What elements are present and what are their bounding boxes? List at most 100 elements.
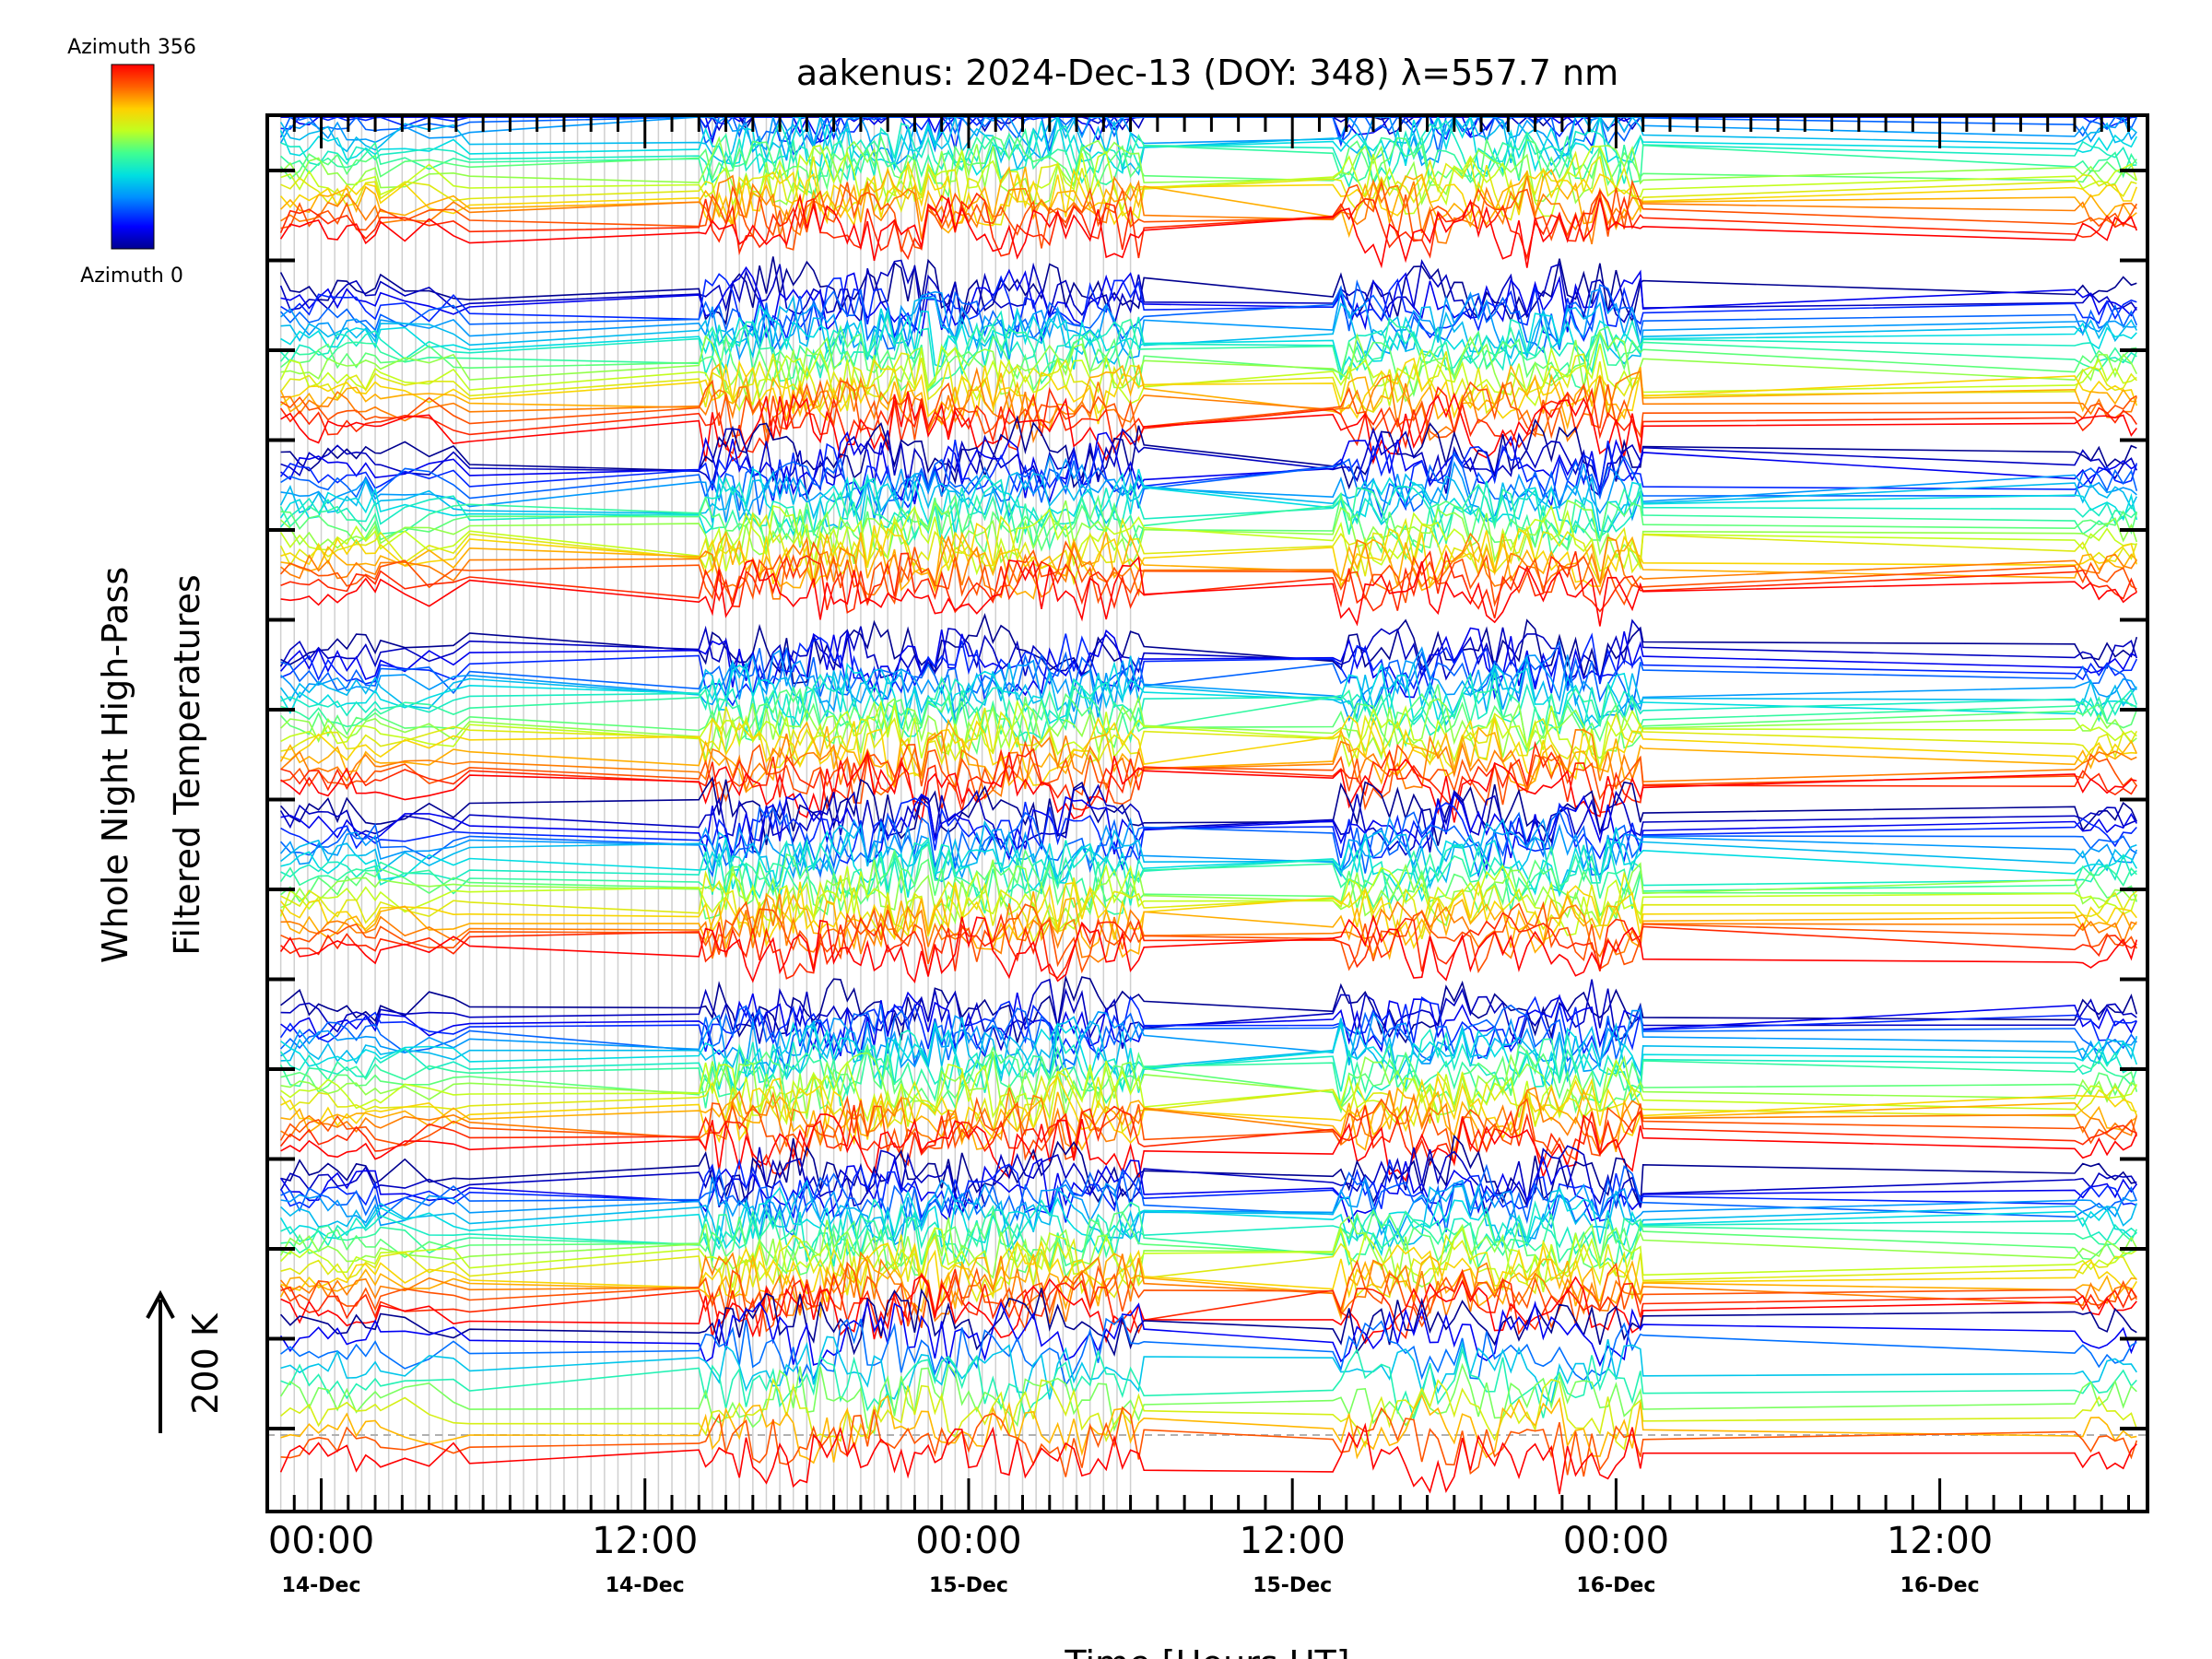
- x-ticks: 00:00 14-Dec 12:00 14-Dec 00:00 15-Dec 12:00 15…: [268, 115, 2131, 1597]
- y-axis-label-line2: Filtered Temperatures: [167, 574, 207, 955]
- series-line: [280, 1201, 2138, 1272]
- series-line: [279, 256, 2137, 326]
- series-line: [280, 1179, 2138, 1253]
- series-line: [279, 362, 2137, 432]
- series-line: [279, 627, 2137, 699]
- series-line: [280, 706, 2138, 777]
- series-line: [279, 1070, 2137, 1136]
- series-line: [279, 258, 2137, 328]
- series-line: [280, 1086, 2138, 1157]
- series-line: [280, 613, 2138, 685]
- x-tick-label-date: 14-Dec: [606, 1574, 685, 1597]
- series-line: [280, 556, 2137, 627]
- series-line: [280, 1042, 2138, 1114]
- series-line: [279, 1038, 2138, 1110]
- series-line: [280, 1004, 2137, 1076]
- series-line: [279, 351, 2137, 416]
- series-line: [280, 848, 2138, 922]
- y-ticks: [267, 169, 2147, 1430]
- series-line: [280, 900, 2138, 974]
- series-line: [280, 310, 2137, 381]
- series-line: [280, 1313, 2137, 1387]
- series-line: [279, 1253, 2137, 1321]
- series-line: [280, 740, 2137, 814]
- series-line: [279, 193, 2138, 269]
- series-line: [280, 1347, 2137, 1421]
- series-line: [280, 379, 2137, 447]
- series-lines: [279, 115, 2138, 1495]
- series-line: [280, 671, 2138, 740]
- series-line: [279, 913, 2138, 984]
- series-line: [279, 1145, 2137, 1218]
- x-tick-label-time: 12:00: [1240, 1520, 1346, 1562]
- colorbar: [111, 64, 155, 250]
- series-line: [280, 797, 2137, 872]
- series-line: [280, 912, 2137, 980]
- series-line: [280, 1163, 2138, 1237]
- series-line: [280, 1406, 2138, 1477]
- x-tick-label-time: 12:00: [1887, 1520, 1993, 1562]
- series-line: [279, 467, 2138, 541]
- series-line: [280, 265, 2137, 337]
- scale-label: 200 K: [185, 1312, 226, 1415]
- series-line: [280, 179, 2137, 253]
- x-tick-label-date: 15-Dec: [1253, 1574, 1332, 1597]
- series-line: [280, 531, 2137, 600]
- series-line: [279, 512, 2138, 586]
- series-line: [280, 776, 2138, 849]
- series-line: [280, 426, 2138, 500]
- series-line: [280, 1113, 2138, 1182]
- series-line: [279, 134, 2137, 201]
- series-line: [280, 646, 2137, 724]
- series-line: [279, 1095, 2138, 1164]
- series-line: [280, 1393, 2137, 1465]
- colorbar-top-label: Azimuth 356: [67, 36, 196, 59]
- series-line: [280, 1134, 2137, 1209]
- series-line: [280, 714, 2137, 786]
- series-line: [280, 1019, 2138, 1094]
- series-line: [280, 728, 2137, 800]
- x-tick-label-time: 12:00: [592, 1520, 698, 1562]
- series-line: [280, 174, 2137, 245]
- series-line: [279, 1362, 2137, 1435]
- series-line: [279, 783, 2137, 856]
- series-line: [280, 1377, 2138, 1451]
- series-line: [280, 632, 2138, 707]
- series-line: [279, 385, 2137, 455]
- y-axis-label-line1: Whole Night High-Pass: [95, 567, 135, 963]
- series-line: [280, 451, 2138, 520]
- series-line: [280, 750, 2137, 824]
- series-line: [279, 842, 2137, 915]
- series-line: [280, 694, 2137, 760]
- series-line: [279, 718, 2138, 794]
- plot-frame: [265, 113, 2149, 1513]
- series-line: [280, 893, 2137, 963]
- series-line: [280, 1335, 2137, 1405]
- x-tick-label-time: 00:00: [915, 1520, 1021, 1562]
- series-line: [279, 1422, 2137, 1495]
- series-line: [279, 660, 2137, 732]
- series-line: [280, 304, 2137, 374]
- x-tick-label-date: 16-Dec: [1900, 1574, 1980, 1597]
- series-line: [279, 483, 2137, 558]
- series-line: [280, 324, 2137, 397]
- x-tick-label-time: 00:00: [1563, 1520, 1669, 1562]
- x-tick-label-time: 00:00: [268, 1520, 374, 1562]
- series-line: [280, 974, 2138, 1045]
- x-tick-label-date: 16-Dec: [1576, 1574, 1655, 1597]
- series-line: [280, 415, 2137, 492]
- series-line: [280, 1288, 2137, 1358]
- series-line: [279, 189, 2137, 261]
- series-line: [280, 676, 2137, 750]
- chart-title: aakenus: 2024-Dec-13 (DOY: 348) λ=557.7 …: [796, 53, 1618, 93]
- series-line: [280, 1274, 2137, 1345]
- series-line: [279, 655, 2137, 730]
- series-line: [279, 863, 2138, 938]
- series-line: [280, 357, 2138, 428]
- series-line: [280, 837, 2137, 910]
- series-line: [280, 1268, 2137, 1340]
- series-line: [280, 500, 2138, 571]
- x-tick-label-date: 14-Dec: [282, 1574, 361, 1597]
- series-line: [280, 859, 2137, 927]
